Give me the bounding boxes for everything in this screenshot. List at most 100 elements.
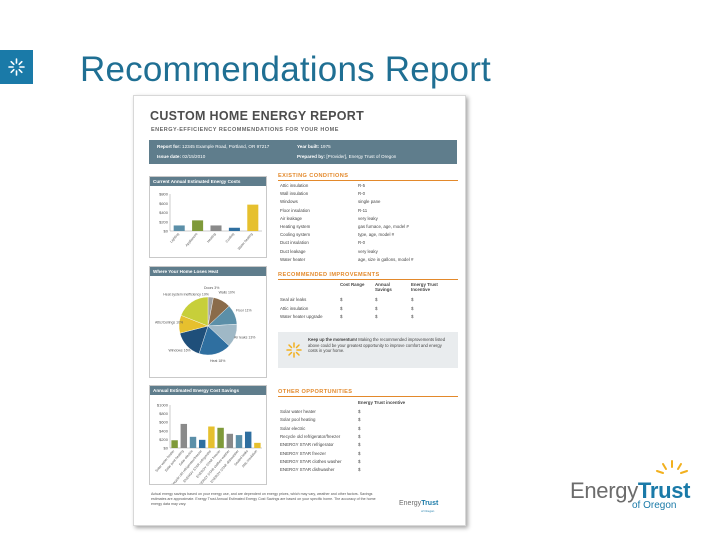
pie-label: Floor 11% xyxy=(236,308,252,312)
improvement-savings: $ xyxy=(375,297,378,302)
opportunity-label: ENERGY STAR freezer xyxy=(280,450,326,456)
bar xyxy=(192,220,204,231)
opportunity-row: Recycle old refrigerator/freezer $ xyxy=(280,434,455,441)
improvement-label: Attic insulation xyxy=(280,305,309,311)
report-for-value: 12345 Example Road, Portland, OR 97217 xyxy=(182,144,270,149)
existing-condition-row: Duct insulation R-0 xyxy=(280,240,455,247)
bar xyxy=(235,435,243,448)
year-built-value: 1975 xyxy=(320,144,331,149)
condition-value: age, size in gallons, model # xyxy=(358,256,414,262)
y-tick-label: $600 xyxy=(159,201,169,206)
report-info-band: Report for: 12345 Example Road, Portland… xyxy=(149,140,457,164)
opportunity-incentive: $ xyxy=(358,409,361,414)
bar xyxy=(226,433,234,448)
condition-value: R-11 xyxy=(358,207,368,213)
condition-label: Cooling system xyxy=(280,232,311,238)
pie-label: Air leaks 13% xyxy=(234,336,255,340)
report-logo-trust: Trust xyxy=(421,500,439,507)
issue-date-label: Issue date: xyxy=(157,154,181,159)
existing-condition-row: Air leakage very leaky xyxy=(280,216,455,223)
opportunity-row: ENERGY STAR refrigerator $ xyxy=(280,442,455,449)
pie-label: Attic/Ceilings 10% xyxy=(155,321,183,325)
improvement-cost: $ xyxy=(340,305,343,311)
existing-condition-row: Cooling system type, age, model # xyxy=(280,232,455,239)
opportunity-label: Solar electric xyxy=(280,425,306,431)
condition-label: Floor insulation xyxy=(280,207,310,213)
pie-label: Walls 10% xyxy=(219,291,235,295)
slide-title: Recommendations Report xyxy=(80,50,491,89)
heat-loss-chart: Doors 3%Walls 10% Floor 11% Air leaks 13% H… xyxy=(155,286,255,363)
report-subtitle: ENERGY-EFFICIENCY RECOMMENDATIONS FOR YO… xyxy=(151,127,339,133)
opportunity-label: ENERGY STAR dishwasher xyxy=(280,467,335,473)
y-tick-label: $1000 xyxy=(157,403,169,408)
opportunity-incentive: $ xyxy=(358,417,361,423)
x-tick-label: Water heating xyxy=(237,232,254,251)
improvement-row: Attic insulation $ $ $ xyxy=(280,306,455,313)
x-tick-label: Heating xyxy=(206,232,217,244)
improvement-incentive: $ xyxy=(411,305,414,311)
issue-date-value: 02/15/2010 xyxy=(182,154,206,159)
pie-label: Windows 16% xyxy=(168,348,190,352)
bar xyxy=(217,427,224,448)
bar xyxy=(173,225,185,231)
prepared-by-value: [Provider], Energy Trust of Oregon xyxy=(326,154,397,159)
improvement-row: Seal air leaks $ $ $ xyxy=(280,297,455,304)
bar xyxy=(228,227,240,231)
improvement-incentive: $ xyxy=(411,314,414,319)
logo-energy-text: Energy xyxy=(570,478,638,503)
report-document: CUSTOM HOME ENERGY REPORT ENERGY-EFFICIE… xyxy=(133,95,466,526)
callout-lead: Keep up the momentum! xyxy=(308,337,358,342)
bar xyxy=(198,439,206,448)
condition-value: single pane xyxy=(358,199,381,205)
existing-condition-row: Water heater age, size in gallons, model … xyxy=(280,257,455,264)
condition-label: Duct insulation xyxy=(280,240,309,246)
improvement-savings: $ xyxy=(375,314,378,319)
heat-loss-panel: Where Your Home Loses Heat Doors 3% Walls… xyxy=(149,266,267,378)
condition-value: gas furnace, age, model # xyxy=(358,224,409,229)
improvement-savings: $ xyxy=(375,305,378,311)
existing-condition-row: Windows single pane xyxy=(280,199,455,206)
callout-text: Keep up the momentum! Making the recomme… xyxy=(308,337,448,354)
savings-title: Annual Estimated Energy Cost Savings xyxy=(150,386,266,395)
condition-label: Heating system xyxy=(280,224,311,229)
opportunity-label: Solar pool heating xyxy=(280,417,316,423)
improvement-label: Water heater upgrade xyxy=(280,314,323,319)
improvement-incentive: $ xyxy=(411,297,414,302)
existing-condition-row: Wall insulation R-0 xyxy=(280,191,455,198)
condition-value: R-5 xyxy=(358,183,366,188)
pie-label: Doors 3% xyxy=(204,286,219,290)
condition-label: Water heater xyxy=(280,256,306,262)
opportunity-row: ENERGY STAR freezer $ xyxy=(280,451,455,458)
x-tick-label: Lighting xyxy=(169,232,180,244)
existing-condition-row: Duct leakage very leaky xyxy=(280,249,455,256)
opportunity-label: ENERGY STAR refrigerator xyxy=(280,442,334,448)
callout-body: Making the recommended improvements list… xyxy=(308,337,446,354)
opportunity-row: Solar electric $ xyxy=(280,426,455,433)
energy-trust-sun-icon xyxy=(656,460,688,474)
bar xyxy=(247,204,259,231)
year-built-label: Year built: xyxy=(297,144,320,149)
condition-label: Duct leakage xyxy=(280,248,306,254)
y-tick-label: $400 xyxy=(159,210,169,215)
opportunity-incentive: $ xyxy=(358,467,361,473)
prepared-by-label: Prepared by: xyxy=(297,154,326,159)
improvement-cost: $ xyxy=(340,314,343,319)
opportunity-incentive: $ xyxy=(358,450,361,456)
annual-costs-title: Current Annual Estimated Energy Costs xyxy=(150,177,266,186)
col-energy-trust-incentive: Energy Trust incentive xyxy=(358,400,406,405)
bar xyxy=(208,426,215,448)
annual-costs-panel: Current Annual Estimated Energy Costs $8… xyxy=(149,176,267,258)
report-title: CUSTOM HOME ENERGY REPORT xyxy=(150,109,365,123)
col-cost-range: Cost Range xyxy=(340,282,365,287)
improvements-header: Cost Range Annual Savings Energy Trust I… xyxy=(280,282,455,294)
y-tick-label: $400 xyxy=(159,428,169,433)
report-disclaimer: Actual energy savings based on your ener… xyxy=(151,492,376,506)
divider xyxy=(278,279,458,280)
condition-label: Wall insulation xyxy=(280,191,309,197)
y-tick-label: $200 xyxy=(159,437,169,442)
improvements-heading: RECOMMENDED IMPROVEMENTS xyxy=(278,272,380,278)
other-opportunities-heading: OTHER OPPORTUNITIES xyxy=(278,389,353,395)
y-tick-label: $0 xyxy=(164,229,169,234)
brand-tile xyxy=(0,50,33,84)
